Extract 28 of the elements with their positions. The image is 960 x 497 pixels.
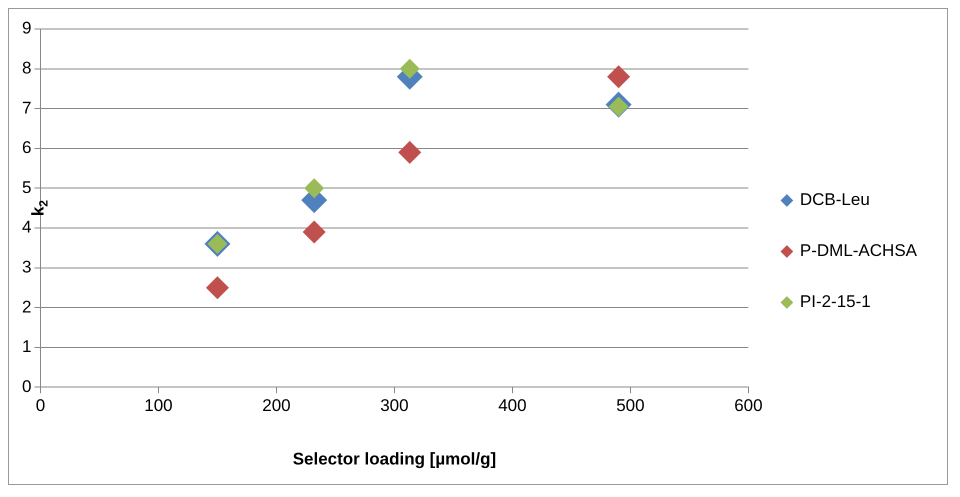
y-tick-label: 2 xyxy=(22,297,32,316)
x-tick-label: 600 xyxy=(734,396,763,416)
y-tick-label: 1 xyxy=(22,337,32,356)
x-tick-label: 100 xyxy=(144,396,173,416)
y-tick-label: 6 xyxy=(22,138,32,158)
point xyxy=(206,276,229,300)
x-tick-label: 300 xyxy=(380,396,409,416)
y-tick-label: 0 xyxy=(22,376,32,396)
y-tick-label: 5 xyxy=(22,178,32,197)
point xyxy=(398,140,422,164)
legend-label: PI-2-15-1 xyxy=(800,292,871,312)
legend-label: DCB-Leu xyxy=(800,190,870,210)
point xyxy=(304,178,324,198)
x-tick-label: 400 xyxy=(498,396,527,416)
point xyxy=(302,220,326,244)
point xyxy=(607,65,630,88)
legend-label: P-DML-ACHSA xyxy=(800,241,918,260)
y-tick-label: 3 xyxy=(22,257,32,276)
point xyxy=(400,58,420,79)
y-tick-label: 7 xyxy=(22,98,32,118)
y-tick-label: 4 xyxy=(22,218,32,237)
x-tick-label: 200 xyxy=(262,396,291,416)
y-tick-label: 8 xyxy=(22,58,32,78)
x-tick-label: 0 xyxy=(36,396,46,416)
y-tick-label: 9 xyxy=(22,18,32,38)
x-axis-title: Selector loading [µmol/g] xyxy=(292,449,496,468)
x-tick-label: 500 xyxy=(616,396,645,416)
y-axis-title: k2 xyxy=(28,200,50,216)
